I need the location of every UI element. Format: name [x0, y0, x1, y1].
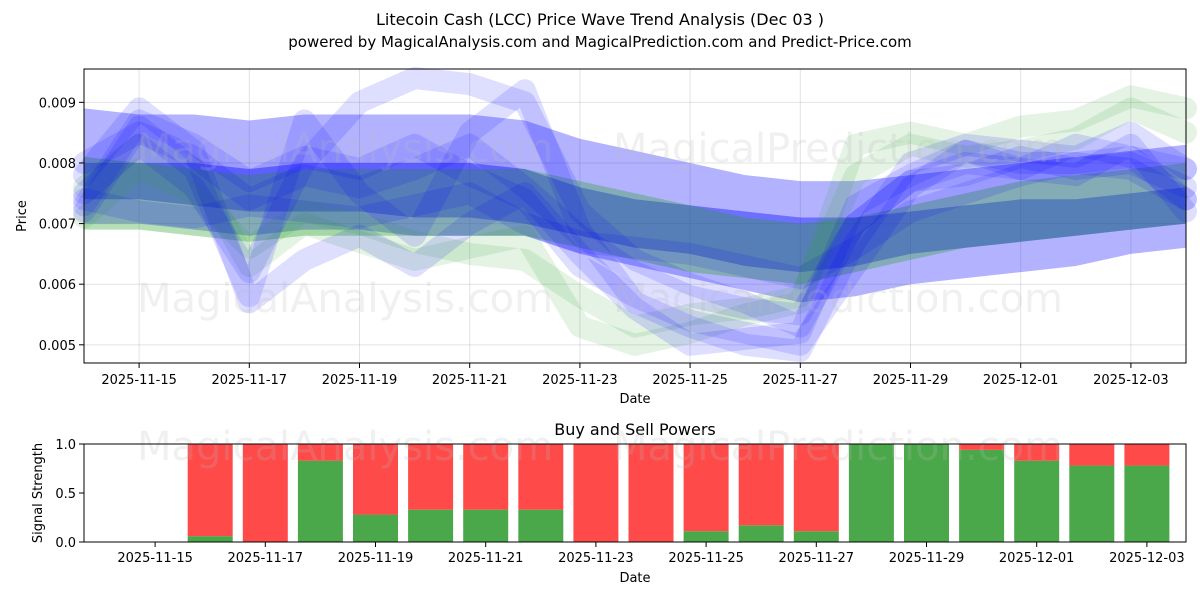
price-wave-line	[73, 152, 1197, 290]
signal-x-tick-label: 2025-11-23	[558, 551, 634, 566]
sell-bar	[959, 444, 1005, 450]
watermark-analysis-top: MagicalAnalysis.com	[137, 126, 553, 172]
chart-subtitle: powered by MagicalAnalysis.com and Magic…	[288, 33, 912, 51]
price-bands	[84, 108, 1186, 303]
price-y-label: Price	[15, 200, 30, 232]
price-x-label: Date	[619, 392, 650, 407]
buy-bar	[297, 460, 343, 542]
signal-y-ticks: 0.0 0.5 1.0	[55, 438, 84, 551]
signal-y-tick-label: 0.0	[55, 536, 76, 551]
watermark-prediction-signal: MagicalPrediction.com	[613, 424, 1063, 470]
buy-bar	[187, 536, 233, 542]
price-chart: MagicalAnalysis.com MagicalPrediction.co…	[15, 67, 1197, 407]
signal-x-ticks: 2025-11-15 2025-11-17 2025-11-19 2025-11-21…	[117, 542, 1185, 566]
price-y-tick-label: 0.006	[39, 278, 76, 293]
sell-bar	[187, 444, 233, 537]
sell-bar	[518, 444, 564, 510]
signal-x-tick-label: 2025-11-27	[779, 551, 855, 566]
price-x-ticks: 2025-11-15 2025-11-17 2025-11-19 2025-11-21…	[101, 363, 1169, 388]
price-x-tick-label: 2025-11-25	[652, 373, 728, 388]
price-y-tick-label: 0.005	[39, 339, 76, 354]
sell-bar	[1124, 444, 1170, 466]
signal-x-tick-label: 2025-11-25	[668, 551, 744, 566]
buy-bar	[1014, 460, 1060, 542]
signal-x-tick-label: 2025-11-29	[889, 551, 965, 566]
buy-bar	[408, 509, 454, 542]
price-y-ticks: 0.005 0.006 0.007 0.008 0.009	[39, 96, 84, 354]
price-y-tick-label: 0.009	[39, 96, 76, 111]
buy-bar	[1124, 465, 1170, 542]
signal-x-tick-label: 2025-12-01	[999, 551, 1075, 566]
signal-x-tick-label: 2025-12-03	[1109, 551, 1185, 566]
price-x-tick-label: 2025-11-21	[432, 373, 508, 388]
price-x-tick-label: 2025-11-19	[322, 373, 398, 388]
sell-bar	[738, 444, 784, 526]
signal-y-tick-label: 1.0	[55, 438, 76, 453]
sell-bar	[1014, 444, 1060, 461]
sell-bar	[408, 444, 454, 510]
signal-y-tick-label: 0.5	[55, 487, 76, 502]
buy-bar	[848, 444, 894, 542]
signal-x-tick-label: 2025-11-21	[448, 551, 524, 566]
buy-bar	[1069, 465, 1115, 542]
signal-x-tick-label: 2025-11-17	[228, 551, 304, 566]
price-y-tick-label: 0.008	[39, 157, 76, 172]
watermark-prediction-bottom: MagicalPrediction.com	[613, 276, 1063, 322]
price-plot-frame	[83, 68, 1187, 364]
sell-bar	[793, 444, 839, 532]
signal-x-label: Date	[619, 571, 650, 586]
price-x-tick-label: 2025-11-15	[101, 373, 177, 388]
price-wave-line	[73, 121, 1197, 326]
price-wave-line	[73, 97, 1197, 338]
sell-bar	[1069, 444, 1115, 466]
sell-bar	[628, 444, 674, 542]
price-x-tick-label: 2025-11-29	[873, 373, 949, 388]
price-x-tick-label: 2025-11-17	[212, 373, 288, 388]
signal-y-label: Signal Strength	[31, 443, 46, 543]
watermark-analysis-bottom: MagicalAnalysis.com	[137, 276, 553, 322]
buy-bar	[793, 531, 839, 542]
buy-bar	[463, 509, 509, 542]
chart-title: Litecoin Cash (LCC) Price Wave Trend Ana…	[376, 10, 824, 29]
price-wave-line	[73, 97, 1197, 356]
sell-bar	[353, 444, 398, 515]
price-wave-line	[73, 79, 1197, 362]
signal-bars	[187, 444, 1170, 542]
sell-bar	[573, 444, 619, 542]
price-x-tick-label: 2025-12-01	[983, 373, 1059, 388]
buy-bar	[738, 525, 784, 542]
sell-bar	[683, 444, 729, 532]
buy-bar	[904, 444, 949, 542]
price-x-tick-label: 2025-11-23	[542, 373, 618, 388]
price-band	[84, 108, 1186, 303]
buy-bar	[353, 514, 398, 542]
buy-bar	[959, 449, 1005, 542]
buy-bar	[683, 531, 729, 542]
signal-x-tick-label: 2025-11-15	[117, 551, 193, 566]
signal-chart-title: Buy and Sell Powers	[554, 420, 716, 439]
signal-watermarks: MagicalAnalysis.com MagicalPrediction.co…	[137, 424, 1063, 470]
price-grid	[84, 69, 1186, 363]
price-band	[84, 163, 1186, 273]
price-wave-line	[73, 85, 1197, 356]
signal-x-tick-label: 2025-11-19	[338, 551, 414, 566]
buy-bar	[518, 509, 564, 542]
watermark-analysis-signal: MagicalAnalysis.com	[137, 424, 553, 470]
watermark-prediction-top: MagicalPrediction.com	[613, 126, 1063, 172]
sell-bar	[463, 444, 509, 510]
price-wave-line	[73, 109, 1197, 356]
price-wave-line	[73, 67, 1197, 338]
price-x-tick-label: 2025-11-27	[763, 373, 839, 388]
price-watermarks: MagicalAnalysis.com MagicalPrediction.co…	[137, 126, 1063, 322]
signal-chart: Buy and Sell Powers MagicalAnalysis.com …	[31, 420, 1187, 586]
sell-bar	[242, 444, 288, 542]
price-y-tick-label: 0.007	[39, 218, 76, 233]
price-x-tick-label: 2025-12-03	[1093, 373, 1169, 388]
sell-bar	[297, 444, 343, 461]
price-waves	[73, 67, 1197, 362]
price-band	[84, 156, 1186, 285]
